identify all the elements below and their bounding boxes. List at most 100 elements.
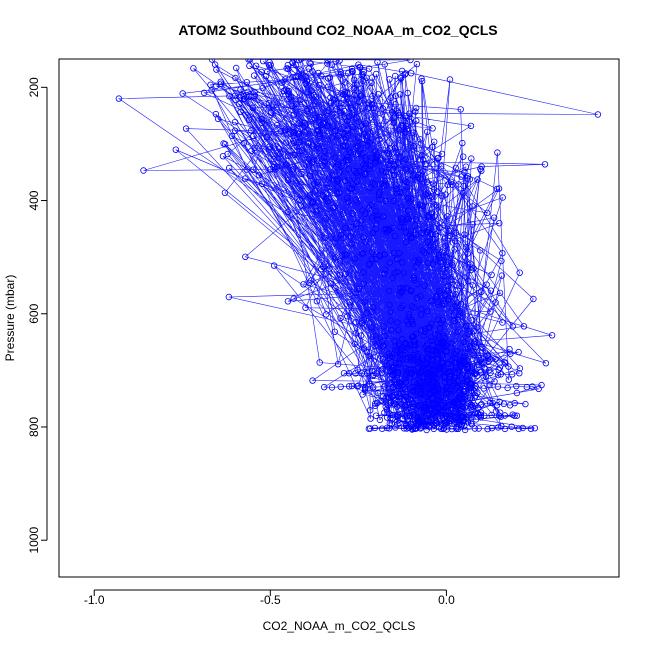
data-point — [335, 189, 343, 196]
data-point — [369, 128, 377, 135]
data-point — [398, 215, 405, 222]
data-point — [335, 132, 342, 140]
data-point — [426, 324, 433, 331]
data-point — [379, 343, 387, 350]
data-point — [474, 389, 481, 396]
data-point — [362, 170, 369, 178]
data-point — [352, 289, 359, 296]
data-point — [408, 303, 416, 310]
data-point — [387, 317, 394, 324]
data-point — [293, 100, 300, 108]
data-point — [331, 203, 338, 210]
data-point — [269, 101, 276, 108]
data-point — [481, 412, 488, 419]
data-point — [431, 383, 438, 390]
data-point — [464, 278, 472, 285]
data-point — [493, 402, 501, 409]
data-point — [392, 424, 399, 431]
data-point — [358, 71, 365, 79]
data-point — [321, 154, 328, 161]
data-point — [386, 150, 393, 158]
data-point — [452, 237, 459, 245]
data-point — [417, 175, 424, 182]
data-point — [502, 360, 509, 367]
data-point — [415, 369, 423, 377]
data-point — [221, 140, 229, 148]
data-point — [453, 299, 461, 306]
data-point — [266, 59, 273, 66]
data-point — [250, 132, 257, 140]
data-point — [366, 260, 373, 268]
data-point — [242, 253, 249, 260]
data-point — [243, 78, 250, 86]
data-point — [421, 249, 428, 256]
data-point — [323, 311, 330, 318]
data-point — [365, 99, 372, 106]
data-point — [369, 304, 377, 311]
data-point — [373, 370, 380, 377]
data-layer — [115, 59, 602, 434]
data-point — [322, 234, 329, 242]
data-point — [478, 288, 485, 295]
data-point — [531, 425, 538, 432]
data-point — [275, 145, 283, 152]
data-point — [344, 313, 351, 320]
data-point — [414, 413, 421, 420]
data-point — [403, 412, 410, 420]
data-point — [413, 419, 421, 427]
data-point — [394, 109, 402, 117]
data-point — [326, 74, 334, 81]
data-point — [382, 197, 389, 204]
data-point — [246, 62, 253, 70]
data-point — [443, 254, 450, 261]
data-point — [447, 344, 454, 351]
data-point — [251, 92, 258, 100]
data-point — [443, 360, 451, 367]
data-point — [413, 104, 420, 112]
data-point — [401, 71, 409, 78]
data-point — [359, 249, 367, 257]
data-point — [355, 61, 362, 68]
data-point — [471, 338, 478, 345]
data-point — [331, 328, 338, 335]
data-point — [310, 180, 318, 188]
data-point — [467, 420, 475, 427]
data-point — [464, 250, 471, 257]
data-point — [251, 144, 258, 151]
data-point — [484, 352, 491, 359]
data-point — [515, 425, 522, 433]
data-point — [390, 171, 398, 178]
data-point — [492, 299, 499, 306]
data-point — [309, 377, 316, 384]
data-point — [379, 356, 386, 363]
data-point — [345, 165, 352, 173]
data-point — [406, 374, 413, 381]
data-point — [337, 71, 344, 78]
data-point — [321, 148, 328, 155]
data-point — [418, 402, 425, 409]
data-point — [507, 350, 514, 357]
data-point — [458, 391, 465, 399]
data-point — [448, 382, 455, 390]
data-point — [240, 139, 248, 147]
data-point — [410, 365, 417, 373]
data-point — [386, 226, 393, 233]
data-point — [446, 76, 454, 83]
data-point — [298, 67, 305, 74]
data-point — [499, 249, 506, 257]
x-tick-label: 0.0 — [438, 593, 455, 607]
data-point — [406, 401, 413, 408]
data-point — [414, 356, 421, 363]
data-point — [461, 169, 468, 176]
data-point — [326, 265, 333, 272]
data-point — [308, 277, 315, 284]
data-point — [471, 425, 479, 432]
data-point — [449, 181, 456, 188]
data-point — [351, 255, 358, 262]
data-point — [422, 422, 429, 430]
data-point — [413, 203, 420, 211]
data-point — [315, 69, 322, 77]
data-point — [466, 394, 474, 401]
data-point — [414, 402, 422, 409]
data-point — [385, 350, 392, 357]
